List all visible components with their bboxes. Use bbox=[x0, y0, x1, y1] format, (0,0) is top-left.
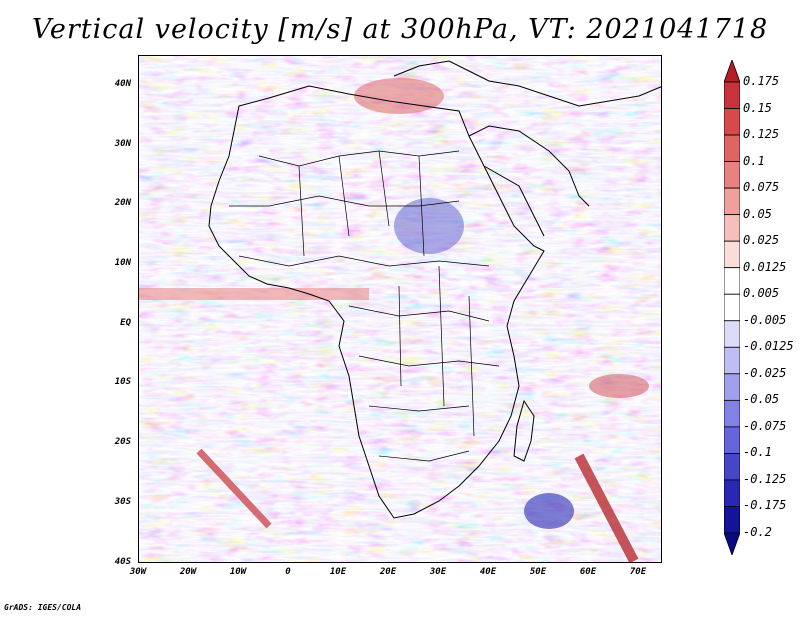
lat-label-eq: EQ bbox=[120, 318, 131, 328]
colorbar-tick-label: 0.1 bbox=[743, 153, 765, 168]
colorbar-swatch bbox=[724, 346, 740, 375]
descent-cell-sahel bbox=[394, 198, 464, 254]
colorbar-swatch bbox=[724, 267, 740, 295]
colorbar bbox=[724, 60, 740, 555]
colorbar-swatch bbox=[724, 187, 740, 216]
lon-label-40e: 40E bbox=[479, 567, 497, 577]
lat-label-20s: 20S bbox=[114, 437, 131, 447]
colorbar-swatch bbox=[724, 320, 740, 348]
colorbar-swatch bbox=[724, 373, 740, 401]
lon-label-30w: 30W bbox=[129, 567, 147, 577]
colorbar-tick-label: -0.005 bbox=[743, 312, 787, 327]
colorbar-tick-label: 0.005 bbox=[743, 286, 780, 301]
colorbar-tick-label: -0.075 bbox=[743, 418, 787, 433]
ascent-indian-ocean bbox=[589, 374, 649, 398]
colorbar-tick-label: 0.0125 bbox=[743, 259, 787, 274]
colorbar-swatch bbox=[724, 293, 740, 322]
lat-label-20n: 20N bbox=[114, 198, 131, 208]
colorbar-tick-label: 0.175 bbox=[743, 74, 780, 88]
colorbar-swatch bbox=[724, 506, 740, 534]
frontal-band-east bbox=[574, 453, 639, 562]
colorbar-swatch bbox=[724, 399, 740, 428]
lat-label-10n: 10N bbox=[114, 258, 131, 268]
lat-label-40s: 40S bbox=[114, 557, 131, 567]
colorbar-swatch bbox=[724, 453, 740, 481]
colorbar-tick-label: -0.025 bbox=[743, 365, 787, 380]
ascent-mediterranean bbox=[354, 78, 444, 114]
madagascar-coast bbox=[513, 399, 535, 462]
lon-label-10e: 10E bbox=[329, 567, 347, 577]
descent-cell-south bbox=[524, 493, 574, 529]
lon-label-50e: 50E bbox=[529, 567, 547, 577]
colorbar-tick-label: -0.1 bbox=[743, 445, 772, 460]
lon-label-0: 0 bbox=[285, 567, 291, 577]
colorbar-swatch bbox=[724, 161, 740, 189]
lon-label-10w: 10W bbox=[229, 567, 247, 577]
chart-title: Vertical velocity [m/s] at 300hPa, VT: 2… bbox=[31, 14, 769, 45]
grads-credit: GrADS: IGES/COLA bbox=[4, 603, 82, 612]
lat-label-40n: 40N bbox=[114, 79, 131, 89]
colorbar-tick-label: 0.125 bbox=[743, 127, 780, 142]
colorbar-swatch bbox=[724, 81, 740, 109]
lon-label-20w: 20W bbox=[179, 567, 197, 577]
coastlines bbox=[208, 60, 661, 519]
colorbar-tick-label: 0.15 bbox=[743, 100, 772, 115]
lon-label-70e: 70E bbox=[629, 567, 647, 577]
map-panel bbox=[138, 55, 662, 563]
colorbar-tick-label: -0.125 bbox=[743, 471, 787, 486]
colorbar-swatch bbox=[724, 479, 740, 507]
colorbar-tick-label: -0.0125 bbox=[743, 339, 794, 354]
colorbar-swatch bbox=[724, 240, 740, 269]
itcz-band bbox=[139, 288, 369, 300]
lon-label-20e: 20E bbox=[379, 567, 397, 577]
colorbar-tick-label: 0.025 bbox=[743, 233, 780, 248]
lat-label-30n: 30N bbox=[114, 139, 131, 149]
lon-label-30e: 30E bbox=[429, 567, 447, 577]
colorbar-tick-label: -0.05 bbox=[743, 392, 780, 407]
colorbar-swatch bbox=[724, 108, 740, 136]
colorbar-bottom-triangle bbox=[724, 532, 740, 555]
lat-label-10s: 10S bbox=[114, 377, 131, 387]
vertical-velocity-field bbox=[139, 56, 661, 562]
colorbar-tick-label: -0.2 bbox=[743, 525, 772, 539]
lon-label-60e: 60E bbox=[579, 567, 597, 577]
colorbar-top-triangle bbox=[724, 60, 740, 83]
colorbar-swatch bbox=[724, 426, 740, 454]
lat-label-30s: 30S bbox=[114, 497, 131, 507]
colorbar-tick-label: 0.075 bbox=[743, 180, 780, 195]
colorbar-swatch bbox=[724, 134, 740, 162]
field-streaks bbox=[139, 56, 661, 562]
country-borders bbox=[229, 150, 500, 462]
colorbar-tick-label: 0.05 bbox=[743, 206, 772, 221]
colorbar-swatch bbox=[724, 214, 740, 242]
colorbar-tick-label: -0.175 bbox=[743, 498, 787, 513]
frontal-band-west bbox=[196, 448, 272, 529]
